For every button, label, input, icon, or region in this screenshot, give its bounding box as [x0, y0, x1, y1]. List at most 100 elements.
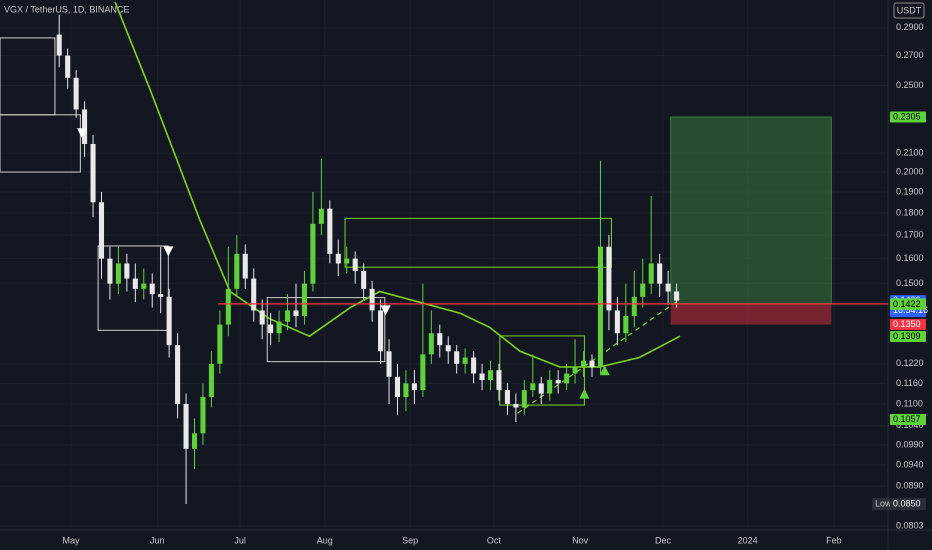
candle-body — [547, 380, 553, 394]
candle-body — [107, 258, 113, 284]
y-tick-label: 0.1600 — [896, 253, 924, 263]
y-tick-label: 0.2900 — [896, 22, 924, 32]
price-tag — [890, 331, 926, 343]
candle-body — [132, 278, 138, 289]
candle-body — [124, 263, 130, 279]
chart-title: VGX / TetherUS, 1D, BINANCE — [4, 4, 129, 14]
y-tick-label: 0.1900 — [896, 186, 924, 196]
candle-body — [394, 376, 401, 398]
y-tick-label: 0.0940 — [896, 459, 924, 469]
signal-marker — [579, 388, 590, 399]
candle-body — [479, 373, 485, 381]
zone-box — [97, 245, 169, 331]
candle-body — [335, 253, 341, 264]
y-tick-label: 0.2100 — [896, 147, 924, 157]
candle-body — [606, 246, 612, 311]
x-tick-label: Oct — [487, 535, 502, 545]
candle-body — [378, 310, 384, 352]
candle-body — [564, 373, 570, 384]
price-tag — [890, 319, 926, 331]
candle-body — [301, 283, 307, 317]
signal-marker — [380, 305, 391, 316]
low-name-box — [872, 498, 890, 511]
currency-box[interactable] — [893, 2, 925, 19]
candle-body — [369, 288, 375, 311]
candle-body — [352, 258, 358, 271]
candle-body — [462, 357, 468, 364]
candle-body — [234, 253, 240, 289]
candle-body — [208, 363, 214, 398]
candle-body — [166, 296, 172, 346]
candle-body — [217, 324, 223, 364]
candle-body — [530, 383, 536, 391]
candle-body — [674, 291, 680, 301]
y-tick-label: 0.1800 — [896, 207, 924, 217]
price-tag-label: 0.1309 — [893, 331, 921, 341]
price-tag — [890, 298, 926, 310]
y-tick-label: 0.2500 — [896, 80, 924, 90]
candle-body — [310, 223, 316, 284]
price-tag-label: 0.1057 — [893, 414, 921, 424]
low-tag-label: 0.0850 — [893, 498, 921, 508]
candle-body — [183, 404, 189, 449]
price-tag — [890, 413, 926, 425]
candle-body — [82, 109, 88, 144]
zone-box — [266, 297, 386, 363]
candle-body — [158, 294, 164, 297]
candle-body — [420, 354, 426, 391]
price-tag-label: 0.1422 — [893, 299, 921, 309]
x-tick-label: Aug — [317, 535, 333, 545]
low-tag — [890, 498, 926, 511]
candle-body — [73, 77, 79, 110]
x-tick-label: Sep — [402, 535, 418, 545]
y-tick-label: 0.1220 — [896, 358, 924, 368]
candle-body — [259, 310, 265, 325]
x-tick-label: 2024 — [738, 535, 758, 545]
candle-body — [115, 263, 121, 284]
candle-body — [293, 310, 299, 317]
candle-body — [555, 380, 561, 384]
price-tag-label: 0.2305 — [893, 111, 921, 121]
candle-body — [572, 367, 578, 374]
price-tag — [890, 111, 926, 123]
stop-zone — [670, 303, 832, 325]
candle-body — [487, 370, 494, 381]
candle-body — [445, 345, 451, 352]
candle-body — [251, 278, 257, 311]
candle-body — [411, 383, 417, 391]
x-tick-label: May — [63, 535, 81, 545]
candle-body — [597, 246, 603, 368]
candle-body — [623, 316, 629, 334]
candle-body — [90, 143, 96, 203]
candle-body — [344, 258, 350, 264]
candle-body — [631, 296, 637, 317]
candle-body — [538, 383, 544, 394]
zone-box — [344, 217, 612, 268]
candle-body — [268, 324, 274, 334]
candle-body — [648, 263, 654, 284]
candle-body — [471, 357, 477, 374]
signal-marker — [599, 365, 610, 376]
y-tick-label: 0.0890 — [896, 481, 924, 491]
y-tick-label: 0.1100 — [896, 398, 923, 408]
y-tick-label: 0.1500 — [896, 278, 924, 288]
y-tick-label: 0.0803 — [896, 520, 924, 530]
candle-body — [361, 270, 367, 289]
signal-marker — [163, 246, 174, 257]
currency: USDT — [897, 5, 922, 15]
signal-marker — [77, 128, 88, 139]
candle-body — [276, 321, 282, 334]
candle-body — [225, 288, 231, 325]
candle-body — [454, 351, 460, 364]
candle-body — [657, 263, 663, 284]
candle-body — [589, 360, 595, 368]
candle-body — [56, 34, 62, 56]
x-tick-label: Dec — [655, 535, 672, 545]
candle-body — [640, 283, 646, 297]
x-tick-label: Nov — [572, 535, 589, 545]
candle-body — [242, 253, 248, 279]
candle-body — [428, 333, 434, 355]
